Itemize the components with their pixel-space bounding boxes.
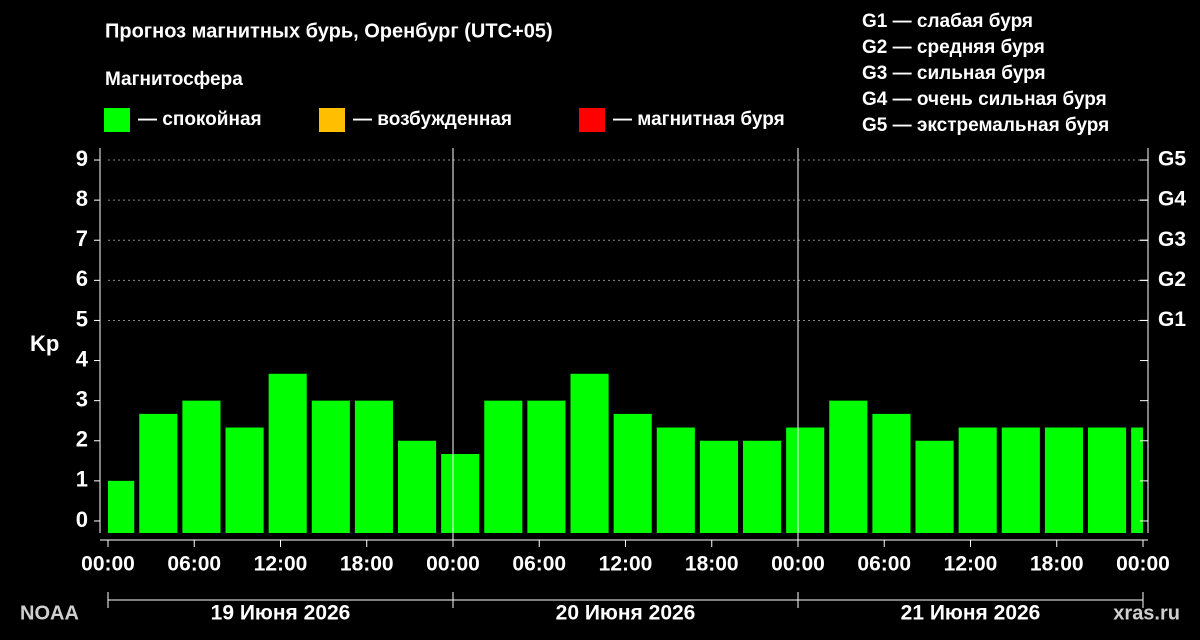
bar <box>139 413 178 533</box>
bar <box>398 440 437 533</box>
x-tick-label: 00:00 <box>1116 553 1170 576</box>
bar <box>527 400 566 533</box>
y-tick-label: 4 <box>76 346 89 371</box>
x-tick-label: 00:00 <box>771 553 825 576</box>
day-label: 21 Июня 2026 <box>901 602 1041 625</box>
source-right: xras.ru <box>1113 602 1180 624</box>
legend-label: — спокойная <box>138 109 262 130</box>
storm-level: G5 — экстремальная буря <box>862 115 1109 136</box>
subtitle: Магнитосфера <box>105 69 243 90</box>
x-tick-label: 12:00 <box>599 553 653 576</box>
x-tick-label: 06:00 <box>167 553 221 576</box>
y-tick-label: 1 <box>76 467 88 492</box>
x-tick-label: 12:00 <box>944 553 998 576</box>
storm-level: G2 — средняя буря <box>862 37 1045 58</box>
bar <box>656 427 695 533</box>
bar <box>268 373 307 533</box>
x-tick-label: 18:00 <box>340 553 394 576</box>
x-tick-label: 00:00 <box>426 553 480 576</box>
bar <box>311 400 350 533</box>
bar <box>182 400 221 533</box>
storm-level: G3 — сильная буря <box>862 63 1046 84</box>
bar <box>699 440 738 533</box>
bar <box>872 413 911 533</box>
source-left: NOAA <box>20 602 79 624</box>
y2-tick-label: G1 <box>1158 308 1186 331</box>
y-tick-label: 2 <box>76 427 88 452</box>
x-tick-label: 06:00 <box>857 553 911 576</box>
bar <box>1001 427 1040 533</box>
bar <box>958 427 997 533</box>
x-tick-label: 12:00 <box>254 553 308 576</box>
bar <box>441 453 480 533</box>
legend-label: — магнитная буря <box>613 109 785 130</box>
legend-swatch <box>319 108 345 132</box>
x-tick-label: 18:00 <box>685 553 739 576</box>
bar <box>1044 427 1083 533</box>
y-tick-label: 7 <box>76 226 88 251</box>
y-tick-label: 9 <box>76 146 88 171</box>
bar <box>1088 427 1127 533</box>
day-label: 19 Июня 2026 <box>211 602 351 625</box>
bar <box>1131 427 1143 533</box>
legend-swatch <box>579 108 605 132</box>
y-tick-label: 8 <box>76 186 88 211</box>
bar <box>484 400 523 533</box>
y2-tick-label: G2 <box>1158 268 1186 291</box>
storm-level: G1 — слабая буря <box>862 11 1033 32</box>
bar <box>225 427 264 533</box>
x-tick-label: 00:00 <box>81 553 135 576</box>
storm-level: G4 — очень сильная буря <box>862 89 1107 110</box>
bar <box>570 373 609 533</box>
day-label: 20 Июня 2026 <box>556 602 696 625</box>
y-tick-label: 5 <box>76 306 88 331</box>
bar <box>915 440 954 533</box>
y2-tick-label: G5 <box>1158 148 1186 171</box>
y-tick-label: 3 <box>76 386 88 411</box>
y2-tick-label: G3 <box>1158 228 1186 251</box>
bar <box>354 400 393 533</box>
bar <box>786 427 825 533</box>
y2-tick-label: G4 <box>1158 188 1186 211</box>
bar <box>829 400 868 533</box>
y-tick-label: 0 <box>76 507 88 532</box>
x-tick-label: 06:00 <box>512 553 566 576</box>
legend-swatch <box>104 108 130 132</box>
bar <box>743 440 782 533</box>
bar <box>613 413 652 533</box>
y-axis-label: Kp <box>30 331 59 356</box>
legend-label: — возбужденная <box>353 109 512 130</box>
chart-title: Прогноз магнитных бурь, Оренбург (UTC+05… <box>105 20 553 42</box>
y-tick-label: 6 <box>76 266 88 291</box>
x-tick-label: 18:00 <box>1030 553 1084 576</box>
bar <box>108 480 135 533</box>
